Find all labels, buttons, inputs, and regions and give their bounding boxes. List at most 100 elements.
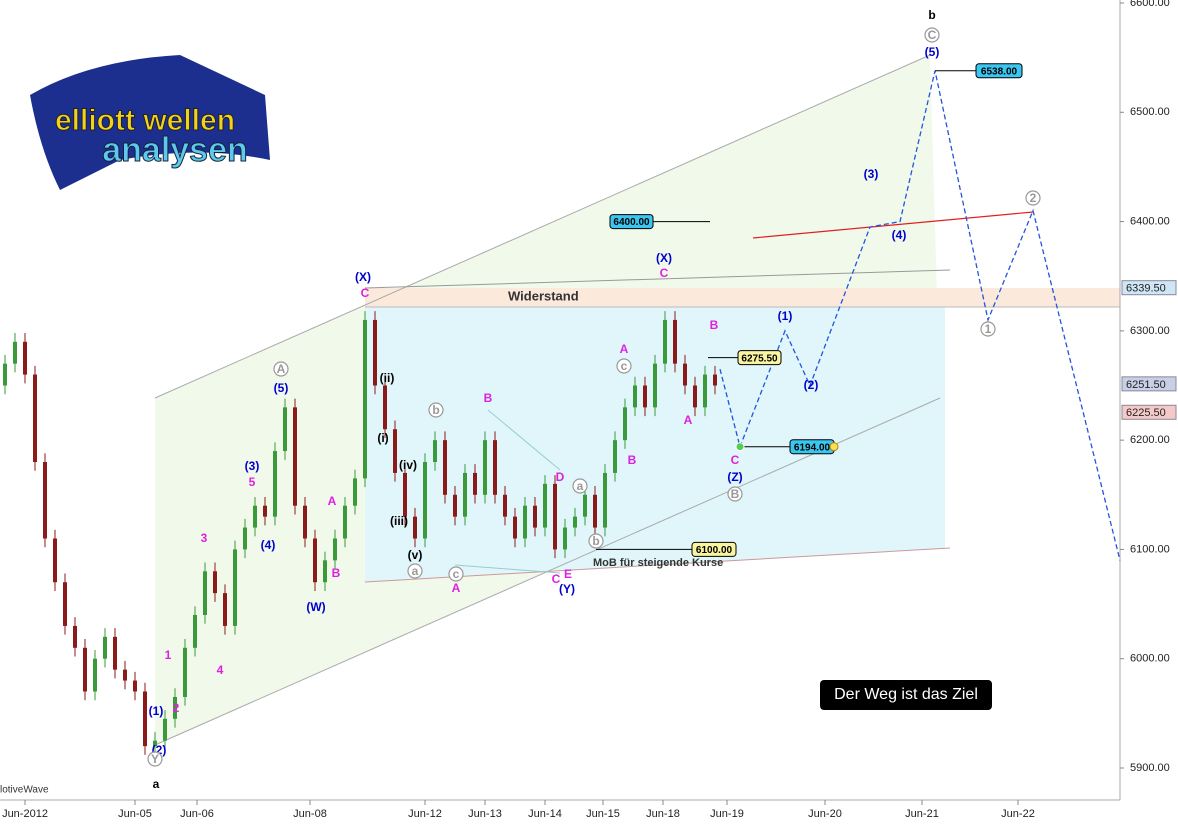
trend-line [487,409,561,471]
axis-tag-label: 6251.50 [1126,379,1166,391]
wave-label: A [277,362,286,376]
red-line [752,211,1034,239]
candle-body [83,647,87,692]
x-tick-label: Jun-05 [118,808,152,820]
logo-text: elliott wellen [55,104,235,137]
wave-label: B [628,453,637,467]
candle-body [173,696,177,719]
candle-body [193,615,197,648]
wave-label: 5 [249,475,256,489]
candle-body [383,385,387,430]
x-tick-label: Jun-18 [646,808,680,820]
wave-label: a [577,479,584,493]
wave-label: B [710,318,719,332]
wave-label: b [928,8,935,22]
x-tick-label: Jun-13 [468,808,502,820]
price-marker-label: 6275.50 [741,353,778,364]
candle-body [13,341,17,364]
wave-circle [147,751,163,767]
candle-body [293,407,297,506]
x-tick-label: Jun-19 [710,808,744,820]
marker-dot [829,442,839,452]
y-tick-label: 6200.00 [1130,434,1170,446]
wave-label: c [621,359,628,373]
candle-body [453,494,457,517]
y-tick-label: 6000.00 [1130,653,1170,665]
wave-label: (5) [274,381,289,395]
candle-body [633,385,637,408]
candle-body [303,505,307,539]
wave-label: a [412,564,419,578]
candle-body [243,527,247,550]
candle-body [133,680,137,692]
candle-body [663,319,667,364]
logo-text: analysen [102,131,248,169]
wave-label: B [332,566,341,580]
candle-body [143,691,147,747]
trend-line [454,564,561,574]
price-marker-label: 6400.00 [613,217,650,228]
wave-label: C [361,286,370,300]
wave-label: B [731,487,740,501]
wave-circle [273,361,289,377]
wave-label: Y [151,752,159,766]
candle-body [63,582,67,626]
x-tick-label: Jun-12 [408,808,442,820]
support-label: MoB für steigende Kurse [593,557,723,569]
candle-body [543,483,547,528]
candle-body [33,374,37,462]
wave-circle [428,402,444,418]
y-tick-label: 6100.00 [1130,543,1170,555]
price-marker-label: 6100.00 [696,545,733,556]
wave-label: E [564,567,572,581]
wave-label: D [556,470,565,484]
wave-label: 2 [173,701,180,715]
candle-body [483,440,487,495]
wave-label: (X) [355,270,371,284]
candle-body [473,472,477,495]
candle-body [433,440,437,462]
price-marker-box [609,214,654,230]
candle-body [573,516,577,528]
candle-body [73,625,77,648]
price-marker-box [691,541,737,557]
candle-body [443,440,447,495]
candle-body [463,472,467,517]
wave-label: (3) [245,459,260,473]
wave-label: (ii) [380,371,395,385]
wave-circle [980,321,996,337]
wave-circle [448,566,464,582]
candle-body [323,560,327,583]
candle-body [583,494,587,517]
candle-body [703,374,707,408]
marker-dot [735,442,745,452]
x-tick-label: Jun-08 [293,808,327,820]
wave-label: C [552,572,561,586]
wave-label: (v) [408,548,423,562]
candle-body [393,429,397,473]
wave-label: C [731,453,740,467]
candle-body [503,494,507,517]
candle-body [3,363,7,386]
candle-body [713,374,717,386]
wave-label: (Y) [559,582,575,596]
wave-circle [924,27,940,43]
watermark: lotiveWave [0,785,49,796]
price-marker-box [737,350,782,366]
x-tick-label: Jun-20 [808,808,842,820]
candle-body [333,538,337,561]
wave-label: (5) [925,45,940,59]
y-tick-label: 6400.00 [1130,215,1170,227]
wave-label: (Z) [727,470,742,484]
candle-body [23,341,27,375]
target-zone [365,307,945,582]
wave-circle [616,358,632,374]
wave-label: (1) [778,309,793,323]
y-tick-label: 6500.00 [1130,106,1170,118]
candle-body [553,483,557,550]
candle-body [413,516,417,539]
wave-label: (2) [804,378,819,392]
candle-body [43,462,47,539]
logo: elliott wellen analysen [30,55,270,190]
